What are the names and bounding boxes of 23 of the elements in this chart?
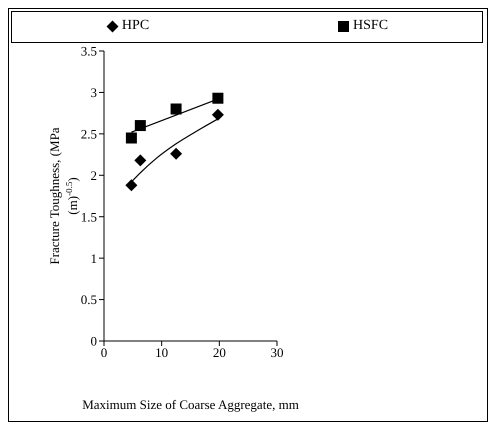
y-tick-label: 0 xyxy=(90,334,97,349)
x-tick-label: 20 xyxy=(212,345,226,360)
point xyxy=(126,132,137,144)
point xyxy=(134,120,146,132)
y-tick-label: 3.5 xyxy=(80,44,97,59)
legend-label: HPC xyxy=(120,18,150,34)
y-tick-label: 2.5 xyxy=(80,126,97,142)
x-axis-title: Maximum Size of Coarse Aggregate, mm xyxy=(82,397,299,412)
point xyxy=(212,108,224,121)
y-tick-label: 0.5 xyxy=(80,292,97,308)
y-tick-label: 2 xyxy=(90,168,97,183)
y-tick-label: 3 xyxy=(90,85,97,100)
point xyxy=(170,148,182,160)
point xyxy=(134,154,146,166)
point xyxy=(170,104,182,114)
x-tick-label: 0 xyxy=(100,345,108,360)
y-tick-label: 1 xyxy=(90,250,97,266)
y-tick-label: 1.5 xyxy=(80,209,97,224)
x-tick-label: 30 xyxy=(270,345,284,360)
point xyxy=(125,179,138,192)
x-tick-label: 10 xyxy=(155,345,168,360)
legend-label: HSFC xyxy=(352,18,388,34)
point xyxy=(212,92,224,104)
